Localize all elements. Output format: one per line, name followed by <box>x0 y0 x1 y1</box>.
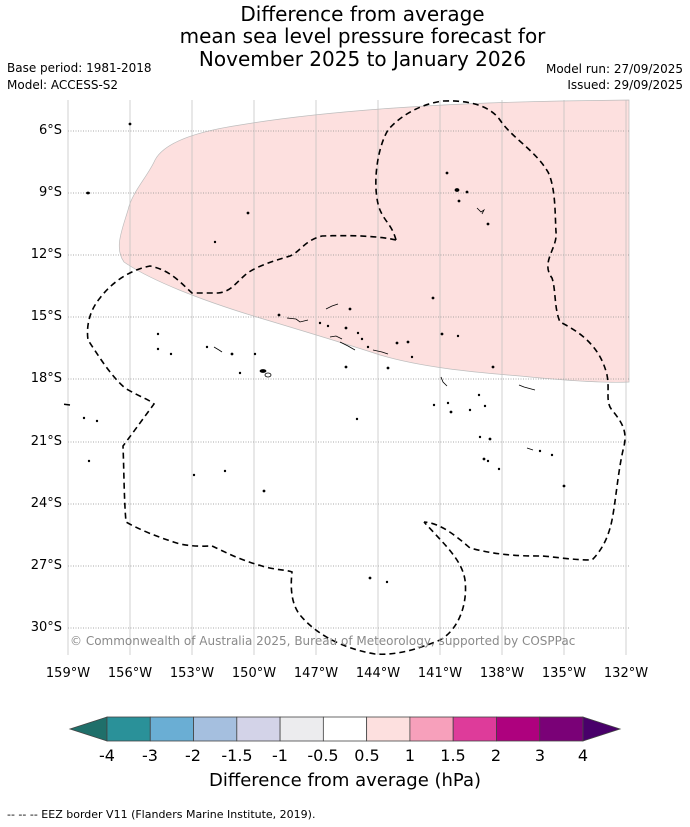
colorbar-bin <box>279 716 324 742</box>
colorbar-tick: 4 <box>577 746 589 765</box>
lat-label-9s: 9°S <box>38 185 62 200</box>
lat-label-12s: 12°S <box>30 247 62 262</box>
lat-label-30s: 30°S <box>30 620 62 635</box>
colorbar-tick: 2 <box>490 746 502 765</box>
lon-label-150w: 150°W <box>231 666 277 681</box>
title-line-2: mean sea level pressure forecast for <box>179 24 546 48</box>
copyright-notice: © Commonwealth of Australia 2025, Bureau… <box>70 634 576 648</box>
lat-label-24s: 24°S <box>30 496 62 511</box>
eez-borders <box>61 100 626 656</box>
graticule <box>67 100 629 655</box>
colorbar-bin <box>366 716 411 742</box>
colorbar-tick: -2 <box>185 746 201 765</box>
base-period: Base period: 1981-2018 <box>7 61 152 75</box>
colorbar-bin <box>496 716 541 742</box>
colorbar-tick: -1 <box>272 746 288 765</box>
eez-border-central <box>86 234 467 656</box>
colorbar-tick: -4 <box>99 746 115 765</box>
colorbar <box>68 716 622 742</box>
lon-label-138w: 138°W <box>479 666 525 681</box>
eez-border-kiribati-line-islands <box>423 100 626 561</box>
anomaly-region <box>118 99 630 383</box>
colorbar-tick: -3 <box>142 746 158 765</box>
lon-label-159w: 159°W <box>45 666 91 681</box>
colorbar-bin <box>236 716 281 742</box>
colorbar-bin <box>409 716 454 742</box>
colorbar-title: Difference from average (hPa) <box>208 770 482 791</box>
lat-label-21s: 21°S <box>30 434 62 449</box>
colorbar-bin <box>322 716 368 742</box>
colorbar-bin <box>106 716 151 742</box>
lat-label-15s: 15°S <box>30 309 62 324</box>
model-name: Model: ACCESS-S2 <box>7 78 119 92</box>
issued-date: Issued: 29/09/2025 <box>567 78 683 92</box>
title-line-1: Difference from average <box>240 2 485 26</box>
colorbar-tick: 3 <box>534 746 546 765</box>
lon-label-144w: 144°W <box>355 666 401 681</box>
model-run: Model run: 27/09/2025 <box>545 62 683 76</box>
colorbar-tick: -1.5 <box>221 746 253 765</box>
islands <box>82 122 566 584</box>
lat-label-18s: 18°S <box>30 371 62 386</box>
colorbar-tick: 1 <box>404 746 416 765</box>
lon-label-156w: 156°W <box>107 666 153 681</box>
colorbar-tick: 0.5 <box>354 746 380 765</box>
colorbar-bin <box>149 716 194 742</box>
lon-label-132w: 132°W <box>603 666 649 681</box>
eez-border-fragment <box>61 403 71 406</box>
colorbar-bin <box>539 716 584 742</box>
lon-label-147w: 147°W <box>293 666 339 681</box>
eez-legend-footnote: -- -- -- EEZ border V11 (Flanders Marine… <box>7 808 316 821</box>
colorbar-bin <box>193 716 238 742</box>
lat-label-6s: 6°S <box>38 123 62 138</box>
lon-label-135w: 135°W <box>541 666 587 681</box>
colorbar-bin <box>452 716 497 742</box>
colorbar-extend-low <box>68 716 108 742</box>
lon-label-153w: 153°W <box>169 666 215 681</box>
title-line-3: November 2025 to January 2026 <box>198 47 527 71</box>
colorbar-tick: -0.5 <box>307 746 339 765</box>
colorbar-tick: 1.5 <box>440 746 466 765</box>
colorbar-extend-high <box>582 716 622 742</box>
lat-label-27s: 27°S <box>30 558 62 573</box>
lon-label-141w: 141°W <box>417 666 463 681</box>
